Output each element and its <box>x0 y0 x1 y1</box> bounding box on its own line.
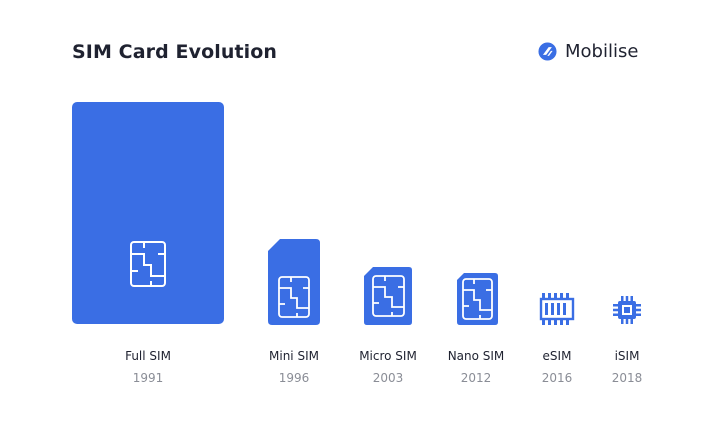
nano-sim-card <box>457 273 498 325</box>
esim-chip <box>539 293 575 325</box>
mini-sim-card <box>268 239 320 325</box>
brand-name: Mobilise <box>565 40 639 62</box>
integrated-chip-icon <box>613 296 641 324</box>
micro-sim-year: 2003 <box>372 371 404 385</box>
full-sim-card <box>72 102 224 324</box>
sim-chip-icon <box>372 275 405 317</box>
mini-sim-label: Mini SIM <box>269 349 319 363</box>
sim-chip-icon <box>130 241 166 287</box>
micro-sim-card <box>364 267 412 325</box>
nano-sim-year: 2012 <box>460 371 492 385</box>
esim-label: eSIM <box>542 349 572 363</box>
embedded-chip-icon <box>539 293 575 325</box>
isim-label: iSIM <box>614 349 640 363</box>
brand: Mobilise <box>538 38 638 64</box>
isim-year: 2018 <box>611 371 643 385</box>
nano-sim-label: Nano SIM <box>447 349 505 363</box>
sim-chip-icon <box>462 278 493 320</box>
sim-chip-icon <box>278 276 310 318</box>
mobilise-logo-icon <box>538 41 557 61</box>
mini-sim-year: 1996 <box>278 371 310 385</box>
full-sim-year: 1991 <box>132 371 164 385</box>
micro-sim-label: Micro SIM <box>359 349 417 363</box>
page-title: SIM Card Evolution <box>72 41 278 63</box>
full-sim-label: Full SIM <box>125 349 171 363</box>
isim-chip <box>613 296 641 324</box>
esim-year: 2016 <box>541 371 573 385</box>
